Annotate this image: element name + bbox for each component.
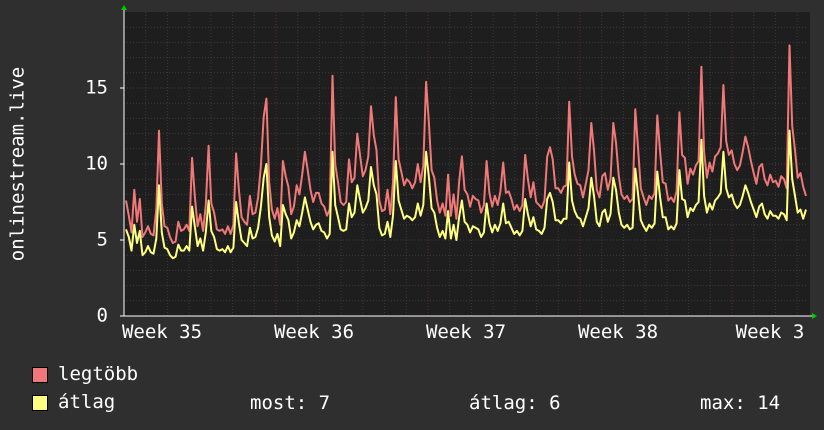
y-tick-label: 10 <box>85 153 108 175</box>
x-tick-label: Week 38 <box>578 321 658 343</box>
line-chart: 0 5 10 15 Week 35 Week 36 Week 37 Week 38 Week 3… <box>7 5 817 343</box>
legend-item-atlag: átlag <box>30 392 115 412</box>
axes: 0 5 10 15 Week 35 Week 36 Week 37 Week 38 Week 3 <box>85 5 817 343</box>
series-line-legtobb <box>125 44 807 244</box>
y-tick-label: 15 <box>85 77 108 99</box>
series-line-atlag <box>125 129 807 260</box>
stat-avg: átlag: 6 <box>469 392 561 414</box>
legend-item-legtobb: legtöbb <box>30 364 138 384</box>
series-group <box>125 44 807 260</box>
legend-swatch-atlag <box>32 395 48 411</box>
stat-max: max: 14 <box>700 392 781 414</box>
legend-label-legtobb: legtöbb <box>58 363 139 385</box>
x-tick-label: Week 36 <box>274 321 354 343</box>
y-axis-label: onlinestream.live <box>7 67 29 261</box>
stat-now: most: 7 <box>250 392 331 414</box>
legend-label-atlag: átlag <box>58 391 116 413</box>
x-tick-label: Week 35 <box>122 321 202 343</box>
y-tick-label: 0 <box>97 305 108 327</box>
y-tick-label: 5 <box>97 229 108 251</box>
x-axis-arrow <box>812 313 817 319</box>
x-tick-label: Week 37 <box>426 321 506 343</box>
legend-swatch-legtobb <box>32 367 48 383</box>
y-axis-arrow <box>121 5 127 10</box>
x-tick-label: Week 3 <box>736 321 805 343</box>
